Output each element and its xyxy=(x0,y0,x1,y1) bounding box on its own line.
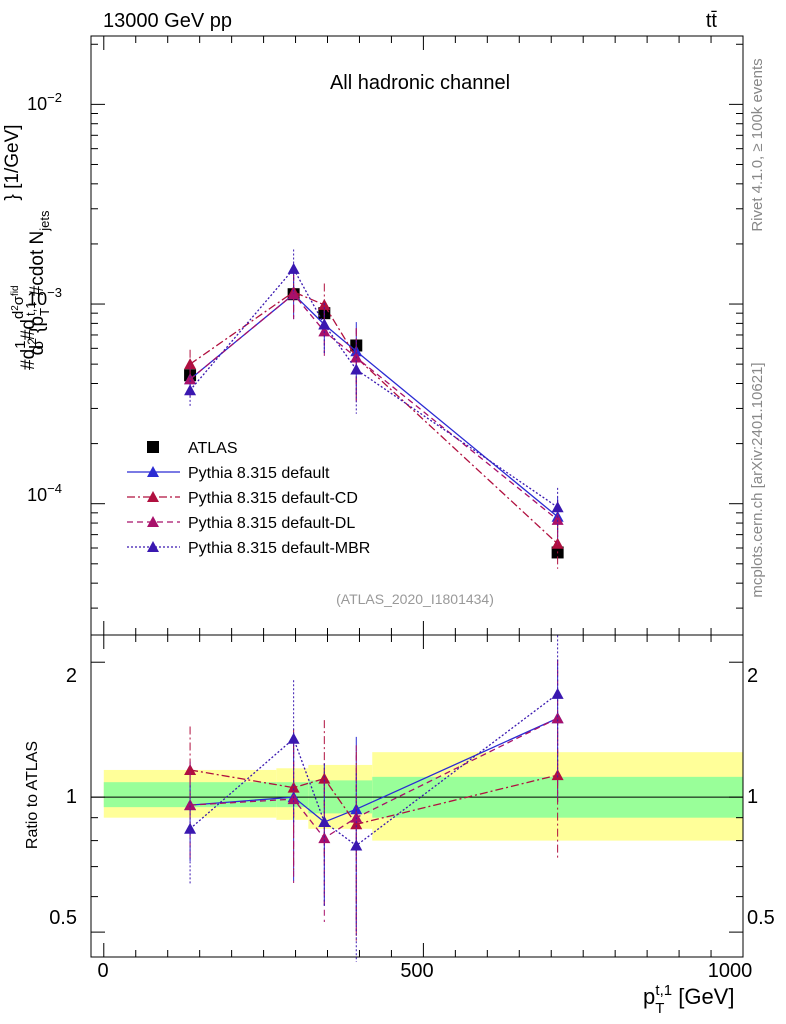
series-marker xyxy=(184,373,197,385)
ratio-marker xyxy=(287,781,300,793)
ratio-marker xyxy=(350,839,363,851)
mcplots-label: mcplots.cern.ch [arXiv:2401.10621] xyxy=(749,362,766,597)
series-marker xyxy=(318,325,331,337)
plot-title: All hadronic channel xyxy=(330,72,510,94)
series-marker xyxy=(318,318,331,330)
ratio-marker xyxy=(551,712,564,724)
series-marker xyxy=(184,358,197,370)
ratio-marker xyxy=(287,793,300,805)
series-marker xyxy=(287,262,300,274)
ratio-frame xyxy=(90,634,744,958)
ratio-bands xyxy=(103,752,743,841)
ratio-marker xyxy=(184,763,197,775)
ratio-marker xyxy=(318,772,331,784)
ratio-marker xyxy=(350,811,363,823)
ratio-marker xyxy=(184,799,197,811)
series-line xyxy=(189,293,559,521)
top-ytick-label: 10−2 xyxy=(27,90,62,114)
legend-label: ATLAS xyxy=(188,440,238,457)
ratio-series-3 xyxy=(184,635,564,962)
xtick-label: 1000 xyxy=(708,960,753,982)
xlabel: pTt,1 [GeV] xyxy=(643,982,734,1017)
ratio-line xyxy=(189,693,559,847)
top-ytick-label: 10−3 xyxy=(27,285,62,309)
header-left: 13000 GeV pp xyxy=(103,10,232,32)
series-4 xyxy=(184,249,564,533)
ratio-marker xyxy=(350,818,363,830)
series-marker xyxy=(551,513,564,525)
xtick-label: 500 xyxy=(400,960,433,982)
top-ylabel: #d1σ#dd2σfidd2 {pTt,1 #cdot Njets} [1/Ge… xyxy=(2,124,52,370)
series-line xyxy=(189,293,559,518)
ratio-ytick-label-right: 0.5 xyxy=(747,907,775,929)
ratio-ytick-label: 0.5 xyxy=(49,907,77,929)
legend-label: Pythia 8.315 default-DL xyxy=(188,515,355,532)
series-marker xyxy=(184,384,197,396)
legend-marker xyxy=(147,491,159,502)
ratio-ytick-label-right: 1 xyxy=(747,786,758,808)
legend-marker xyxy=(147,516,159,527)
ratio-marker xyxy=(184,822,197,834)
rivet-label: Rivet 4.1.0, ≥ 100k events xyxy=(749,58,766,231)
ratio-ytick-label: 1 xyxy=(66,786,77,808)
ratio-marker xyxy=(318,832,331,844)
series-marker xyxy=(350,363,363,375)
legend-marker xyxy=(147,441,159,453)
header-right: tt̄ xyxy=(706,10,718,32)
top-ytick-label: 10−4 xyxy=(27,481,62,505)
ratio-marker xyxy=(318,816,331,828)
legend-label: Pythia 8.315 default-MBR xyxy=(188,540,370,557)
legend-label: Pythia 8.315 default-CD xyxy=(188,490,358,507)
legend-label: Pythia 8.315 default xyxy=(188,465,330,482)
xtick-label: 0 xyxy=(97,960,108,982)
legend-marker xyxy=(147,541,159,552)
ratio-panel-axes xyxy=(90,634,744,958)
ratio-line xyxy=(189,769,558,826)
ratio-marker xyxy=(287,732,300,744)
series-marker xyxy=(551,501,564,513)
ratio-ylabel: Ratio to ATLAS xyxy=(24,741,41,849)
ratio-ytick-label: 2 xyxy=(66,665,77,687)
ratio-ytick-label-right: 2 xyxy=(747,665,758,687)
legend-marker xyxy=(147,466,159,477)
analysis-tag: (ATLAS_2020_I1801434) xyxy=(336,591,494,607)
ratio-marker xyxy=(551,687,564,699)
series-line xyxy=(189,291,559,545)
legend: ATLAS Pythia 8.315 default Pythia 8.315 de… xyxy=(127,440,370,557)
